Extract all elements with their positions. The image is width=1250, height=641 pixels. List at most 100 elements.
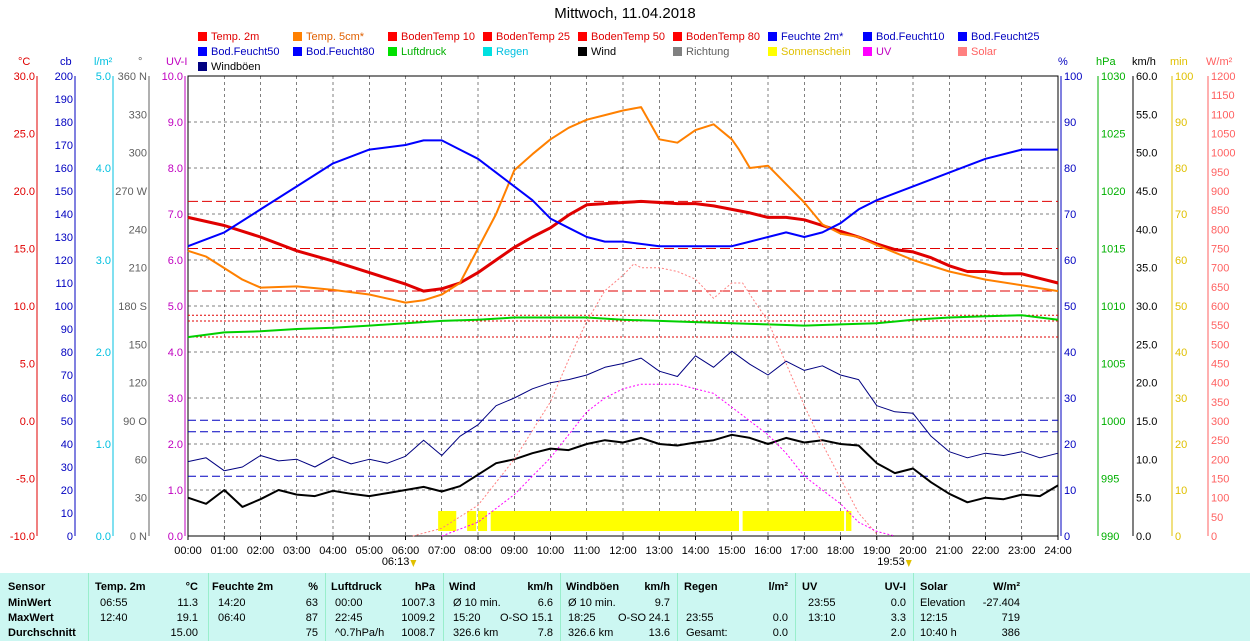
min-tick-label: 80 (1175, 163, 1187, 175)
wind-value: 15.1 (531, 612, 553, 624)
chart-area: 00:00 01:00 02:00 03:00 04:00 05:00 06:00 07:00… (10, 56, 1236, 568)
press-tick-label: 990 (1101, 531, 1119, 543)
speed-tick-label: 25.0 (1136, 339, 1157, 351)
press-tick-label: 1015 (1101, 244, 1125, 256)
press-value: 1009.2 (401, 612, 435, 624)
hum-tick-label: 60 (1064, 255, 1076, 267)
dir-unit-label: ° (138, 56, 142, 68)
stats-header: Sensor (8, 581, 46, 593)
legend-label: Temp. 5cm* (306, 31, 365, 43)
series-wind (187, 433, 1059, 508)
press-value: 1008.7 (401, 627, 435, 639)
legend-label: Richtung (686, 46, 730, 58)
uv-tick-label: 9.0 (168, 117, 183, 129)
rain-tick-label: 0.0 (96, 531, 111, 543)
solar-tick-label: 700 (1211, 263, 1229, 275)
legend-item: Bod.Feucht10 (863, 31, 945, 43)
temp-value: 11.3 (177, 597, 198, 609)
cb-tick-label: 130 (55, 232, 73, 244)
uv-time: 13:10 (808, 612, 836, 624)
x-tick-label: 18:00 (827, 545, 855, 557)
solar-tick-label: 0 (1211, 531, 1217, 543)
hum-time: 14:20 (218, 597, 246, 609)
temp-unit-label: °C (18, 56, 30, 68)
legend-swatch (483, 32, 492, 41)
press-tick-label: 1010 (1101, 301, 1125, 313)
cb-tick-label: 170 (55, 140, 73, 152)
wind-time: Ø 10 min. (453, 597, 501, 609)
cb-tick-label: 80 (61, 347, 73, 359)
solar-tick-label: 250 (1211, 435, 1229, 447)
stats-header: UV (802, 581, 818, 593)
hum-tick-label: 70 (1064, 209, 1076, 221)
x-tick-label: 08:00 (464, 545, 492, 557)
dir-tick-label: 90 O (123, 416, 147, 428)
uv-unit-label: UV-I (166, 56, 187, 68)
wind-value: 7.8 (537, 627, 553, 639)
legend-item: BodenTemp 80 (673, 31, 760, 43)
sunshine-bar (438, 511, 457, 531)
speed-tick-label: 20.0 (1136, 378, 1157, 390)
legend-item: Bod.Feucht25 (958, 31, 1040, 43)
solar-time: 10:40 h (920, 627, 957, 639)
rain-tick-label: 2.0 (96, 347, 111, 359)
legend-label: Bod.Feucht80 (306, 46, 375, 58)
x-tick-label: 19:00 (863, 545, 891, 557)
x-tick-label: 16:00 (754, 545, 782, 557)
legend-swatch (293, 32, 302, 41)
cb-tick-label: 90 (61, 324, 73, 336)
solar-tick-label: 200 (1211, 454, 1229, 466)
wind-time: 326.6 km (453, 627, 499, 639)
uv-value: 2.0 (890, 627, 906, 639)
stats-separator (913, 573, 914, 641)
legend-item: Solar (958, 46, 997, 58)
x-tick-label: 20:00 (899, 545, 927, 557)
sunshine-bar (742, 511, 845, 531)
legend-label: Bod.Feucht25 (971, 31, 1040, 43)
stats-separator (560, 573, 561, 641)
dir-tick-label: 150 (129, 339, 147, 351)
legend-swatch (768, 47, 777, 56)
min-tick-label: 30 (1175, 393, 1187, 405)
solar-tick-label: 50 (1211, 512, 1223, 524)
gust-value: 9.7 (654, 597, 670, 609)
hum-tick-label: 10 (1064, 485, 1076, 497)
legend-swatch (863, 32, 872, 41)
press-unit-label: hPa (1096, 56, 1116, 68)
legend-item: Bod.Feucht50 (198, 46, 280, 58)
stats-header: hPa (414, 581, 435, 593)
legend-item: Temp. 5cm* (293, 31, 364, 43)
x-tick-label: 11:00 (573, 545, 600, 557)
dir-tick-label: 30 (135, 493, 147, 505)
solar-tick-label: 1050 (1211, 129, 1235, 141)
cb-tick-label: 40 (61, 439, 73, 451)
legend-label: Bod.Feucht10 (876, 31, 945, 43)
uv-tick-label: 1.0 (168, 485, 183, 497)
stats-header: Temp. 2m (95, 581, 146, 593)
legend-swatch (198, 62, 207, 71)
x-tick-label: 23:00 (1008, 545, 1036, 557)
temp-tick-label: -5.0 (16, 474, 35, 486)
x-tick-label: 13:00 (645, 545, 673, 557)
legend-label: Bod.Feucht50 (211, 46, 280, 58)
solar-tick-label: 350 (1211, 397, 1229, 409)
solar-tick-label: 450 (1211, 359, 1229, 371)
min-tick-label: 70 (1175, 209, 1187, 221)
min-tick-label: 40 (1175, 347, 1187, 359)
speed-tick-label: 45.0 (1136, 186, 1157, 198)
min-tick-label: 10 (1175, 485, 1187, 497)
cb-tick-label: 110 (55, 278, 73, 290)
sunshine-bar (478, 511, 488, 531)
legend-swatch (578, 47, 587, 56)
stats-header: l/m² (768, 581, 788, 593)
press-tick-label: 1025 (1101, 129, 1125, 141)
series-luftdruck (187, 314, 1059, 339)
solar-tick-label: 1150 (1211, 90, 1235, 102)
sunrise-marker (410, 560, 417, 567)
chart-title: Mittwoch, 11.04.2018 (554, 5, 696, 22)
x-tick-label: 17:00 (790, 545, 818, 557)
hum-tick-label: 50 (1064, 301, 1076, 313)
press-time: ^0.7hPa/h (335, 627, 385, 639)
dir-tick-label: 0 N (130, 531, 147, 543)
stats-separator (88, 573, 89, 641)
